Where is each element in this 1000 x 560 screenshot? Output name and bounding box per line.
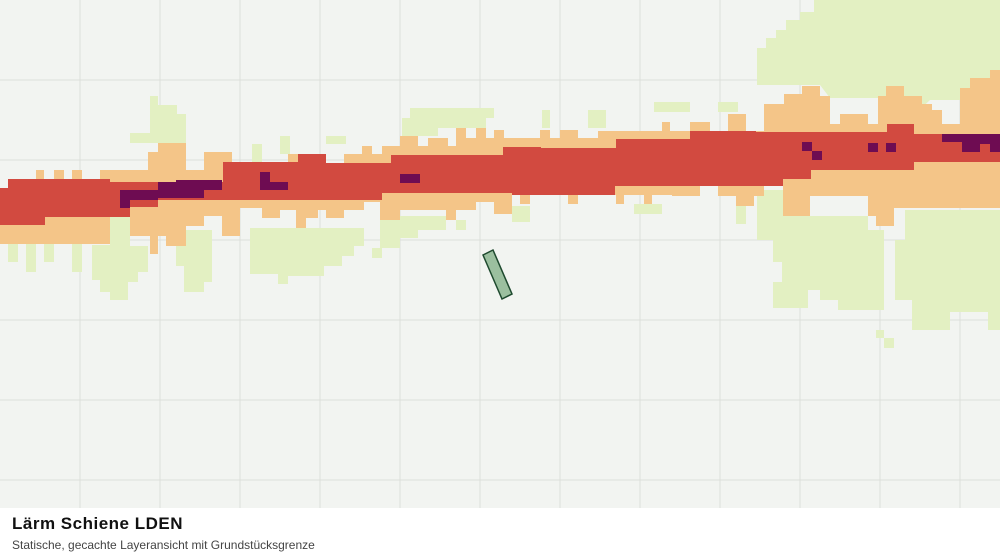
noise-zone-high (0, 124, 1000, 225)
caption: Lärm Schiene LDEN Statische, gecachte La… (0, 508, 1000, 560)
parcel-boundary (482, 248, 513, 301)
map (0, 0, 1000, 508)
map-subtitle: Statische, gecachte Layeransicht mit Gru… (12, 538, 315, 552)
map-title: Lärm Schiene LDEN (12, 514, 183, 533)
noise-zone-low (8, 0, 1000, 348)
noise-zone-very-high (120, 134, 1000, 208)
